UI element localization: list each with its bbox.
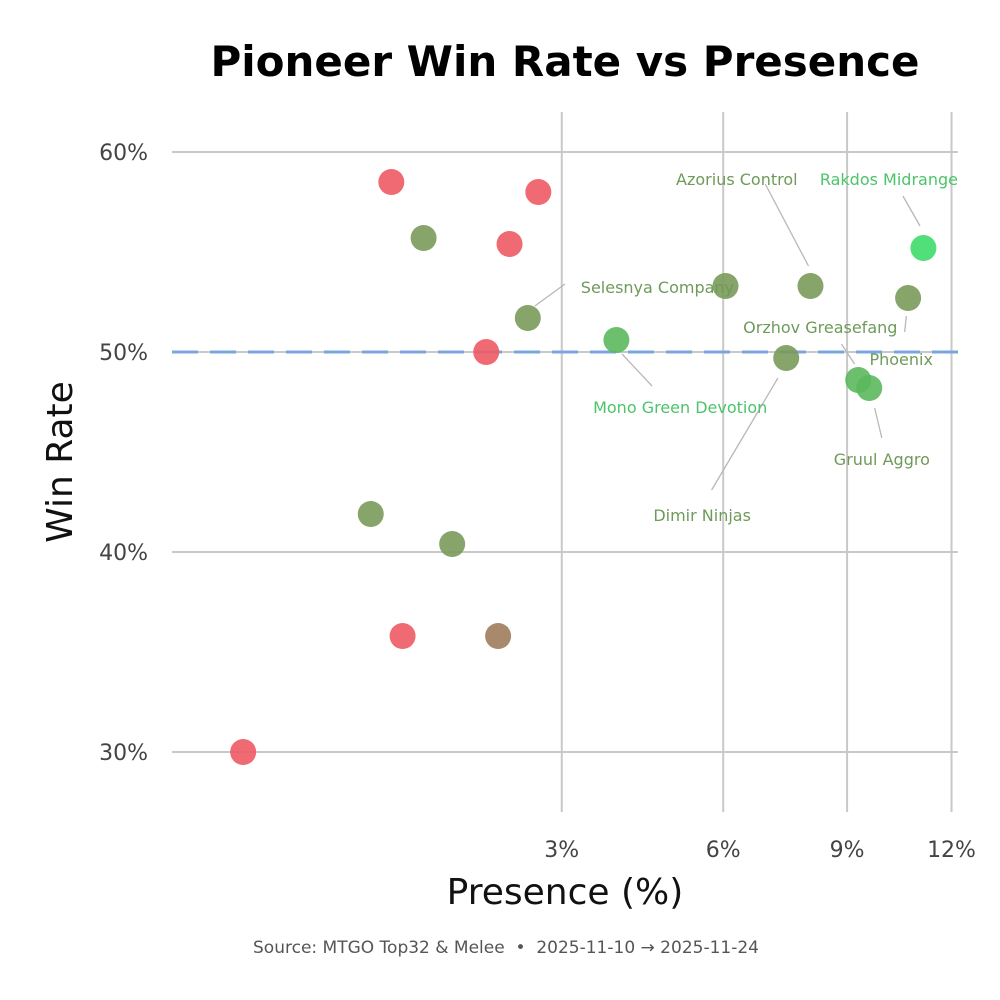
annotation-label: Orzhov Greasefang <box>743 318 897 337</box>
annotation-label: Dimir Ninjas <box>653 506 751 525</box>
x-tick-label: 6% <box>706 838 741 863</box>
data-point <box>856 375 883 401</box>
annotation-leader-line <box>621 353 653 387</box>
data-point <box>603 327 630 353</box>
tick-label-layer: 30% 40% 50% 60% 3% 6% 9% 12% <box>99 141 976 863</box>
annotation-label: Phoenix <box>869 350 932 369</box>
annotation-label: Azorius Control <box>676 170 798 189</box>
annotation-leader-layer <box>534 183 921 491</box>
data-point <box>712 273 739 299</box>
data-point <box>797 273 824 299</box>
data-point <box>485 623 512 649</box>
data-point <box>230 739 257 765</box>
chart-title: Pioneer Win Rate vs Presence <box>210 37 919 86</box>
annotation-label: Selesnya Company <box>581 278 734 297</box>
annotation-leader-line <box>874 407 883 439</box>
annotation-leader-line <box>764 183 810 267</box>
data-point <box>389 623 416 649</box>
annotation-label: Rakdos Midrange <box>820 170 958 189</box>
annotation-leader-line <box>904 315 908 333</box>
data-point <box>496 231 523 257</box>
x-axis-label: Presence (%) <box>447 872 684 913</box>
annotation-label: Mono Green Devotion <box>593 398 767 417</box>
annotation-leader-line <box>711 377 779 491</box>
x-tick-label: 12% <box>927 838 976 863</box>
y-tick-label: 60% <box>99 141 148 166</box>
x-tick-label: 3% <box>544 838 579 863</box>
data-point <box>773 345 800 371</box>
data-point <box>910 235 937 261</box>
annotation-leader-line <box>534 283 566 307</box>
annotation-label-layer: Selesnya Company Mono Green Devotion Dimir… <box>581 170 958 525</box>
annotation-leader-line <box>840 343 856 365</box>
data-point <box>525 179 552 205</box>
annotation-leader-line <box>902 195 921 227</box>
y-tick-label: 50% <box>99 341 148 366</box>
data-point <box>895 285 922 311</box>
data-point <box>357 501 384 527</box>
data-point <box>378 169 405 195</box>
x-tick-label: 9% <box>830 838 865 863</box>
data-point <box>439 531 466 557</box>
data-point <box>473 339 500 365</box>
chart-caption: Source: MTGO Top32 & Melee • 2025-11-10 … <box>253 938 759 958</box>
y-tick-label: 30% <box>99 741 148 766</box>
y-axis-label: Win Rate <box>40 381 81 543</box>
data-point-layer <box>230 169 937 765</box>
data-point <box>514 305 541 331</box>
data-point <box>410 225 437 251</box>
annotation-label: Gruul Aggro <box>834 450 930 469</box>
y-tick-label: 40% <box>99 541 148 566</box>
